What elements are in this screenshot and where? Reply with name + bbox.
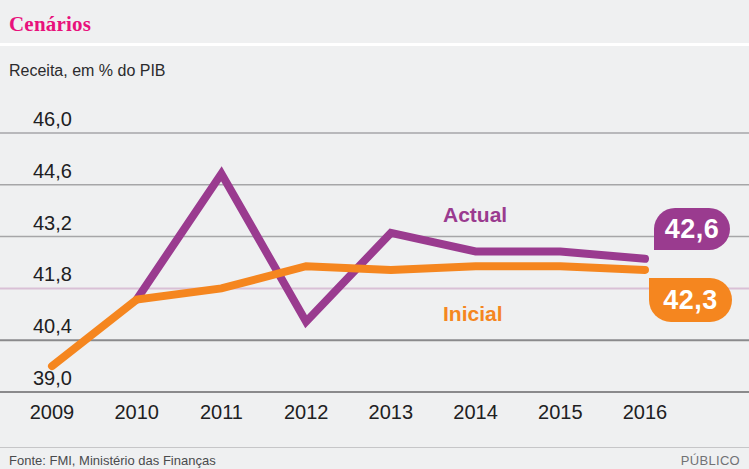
y-tick-40,4: 40,4: [33, 315, 72, 338]
x-tick-2015: 2015: [538, 401, 583, 424]
y-tick-46,0: 46,0: [33, 108, 72, 131]
series-line-actual: [137, 174, 645, 322]
y-tick-41,8: 41,8: [33, 263, 72, 286]
publication-logo: PÚBLICO: [681, 453, 740, 468]
x-tick-2011: 2011: [200, 401, 243, 424]
footer-divider: [0, 447, 749, 448]
y-tick-44,6: 44,6: [33, 160, 72, 183]
line-chart: [0, 0, 749, 469]
x-tick-2016: 2016: [623, 401, 668, 424]
value-badge-actual: 42,6: [654, 208, 730, 250]
source-credit: Fonte: FMI, Ministério das Finanças: [9, 453, 216, 468]
x-tick-2009: 2009: [30, 401, 75, 424]
y-tick-39,0: 39,0: [33, 367, 72, 390]
chart-card: Cenários Receita, em % do PIB 46,044,643…: [0, 0, 749, 469]
value-badge-inicial: 42,3: [649, 278, 732, 322]
x-tick-2013: 2013: [369, 401, 414, 424]
x-tick-2012: 2012: [284, 401, 329, 424]
x-tick-2010: 2010: [114, 401, 159, 424]
y-tick-43,2: 43,2: [33, 212, 72, 235]
series-label-actual: Actual: [443, 203, 507, 227]
series-label-inicial: Inicial: [443, 302, 503, 326]
x-tick-2014: 2014: [453, 401, 498, 424]
